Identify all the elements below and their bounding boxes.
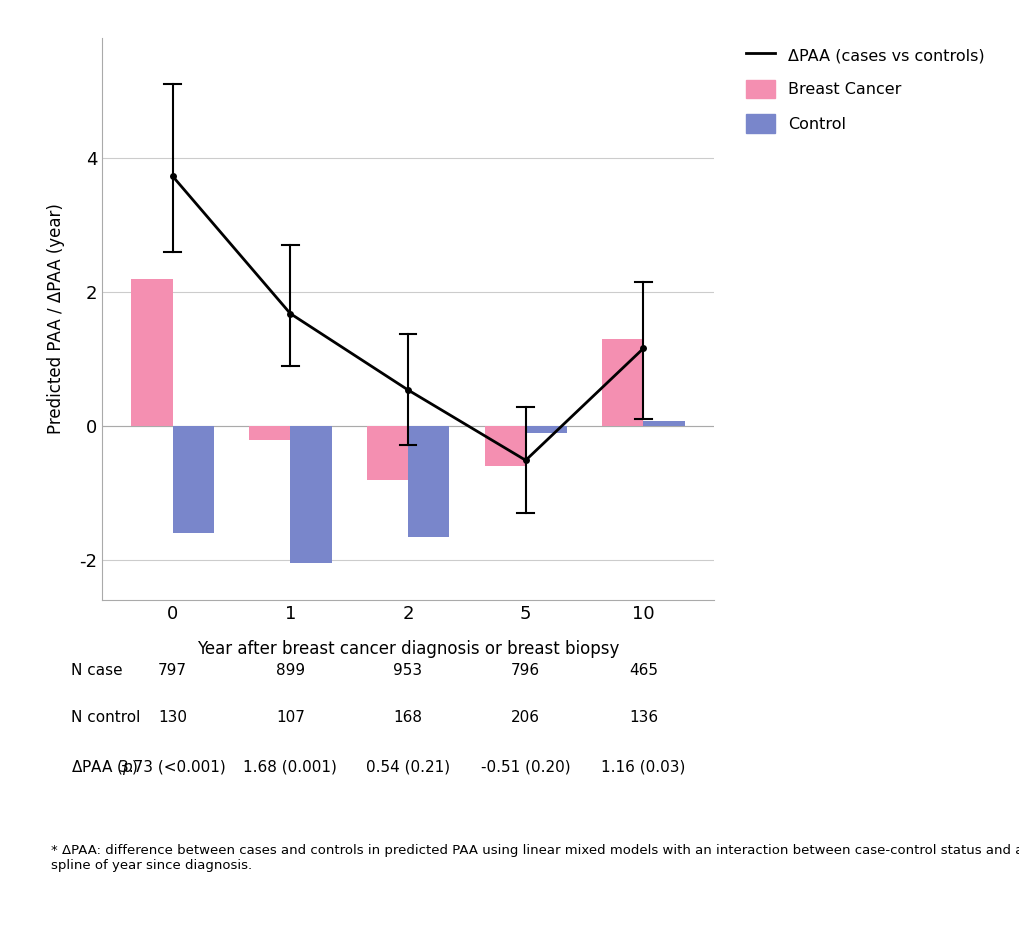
Text: 0.54 (0.21): 0.54 (0.21) [366, 760, 449, 775]
Text: 796: 796 [511, 663, 540, 678]
Text: 797: 797 [158, 663, 186, 678]
Bar [525, 426, 567, 432]
Y-axis label: Predicted PAA / ΔPAA (year): Predicted PAA / ΔPAA (year) [47, 204, 65, 434]
Legend: ΔPAA (cases vs controls), Breast Cancer, Control: ΔPAA (cases vs controls), Breast Cancer,… [746, 46, 983, 133]
Text: -0.51 (0.20): -0.51 (0.20) [480, 760, 570, 775]
Text: 3.73 (<0.001): 3.73 (<0.001) [119, 760, 226, 775]
Text: 130: 130 [158, 710, 186, 725]
Text: N case: N case [71, 663, 123, 678]
X-axis label: Year after breast cancer diagnosis or breast biopsy: Year after breast cancer diagnosis or br… [197, 640, 619, 658]
Text: 107: 107 [275, 710, 305, 725]
Text: 1.68 (0.001): 1.68 (0.001) [244, 760, 337, 775]
Bar [172, 426, 214, 534]
Text: 136: 136 [628, 710, 657, 725]
Text: 206: 206 [511, 710, 540, 725]
Bar [367, 426, 408, 479]
Bar [643, 421, 684, 426]
Bar [131, 279, 172, 426]
Bar [249, 426, 290, 440]
Text: 1.16 (0.03): 1.16 (0.03) [600, 760, 685, 775]
Text: $\Delta$PAA ($p$): $\Delta$PAA ($p$) [71, 758, 139, 777]
Bar [601, 339, 643, 426]
Bar [484, 426, 525, 466]
Text: 168: 168 [393, 710, 422, 725]
Bar [290, 426, 331, 564]
Text: 953: 953 [393, 663, 422, 678]
Text: 465: 465 [629, 663, 657, 678]
Bar [408, 426, 448, 537]
Text: 899: 899 [275, 663, 305, 678]
Text: * ΔPAA: difference between cases and controls in predicted PAA using linear mixe: * ΔPAA: difference between cases and con… [51, 844, 1019, 872]
Text: N control: N control [71, 710, 141, 725]
